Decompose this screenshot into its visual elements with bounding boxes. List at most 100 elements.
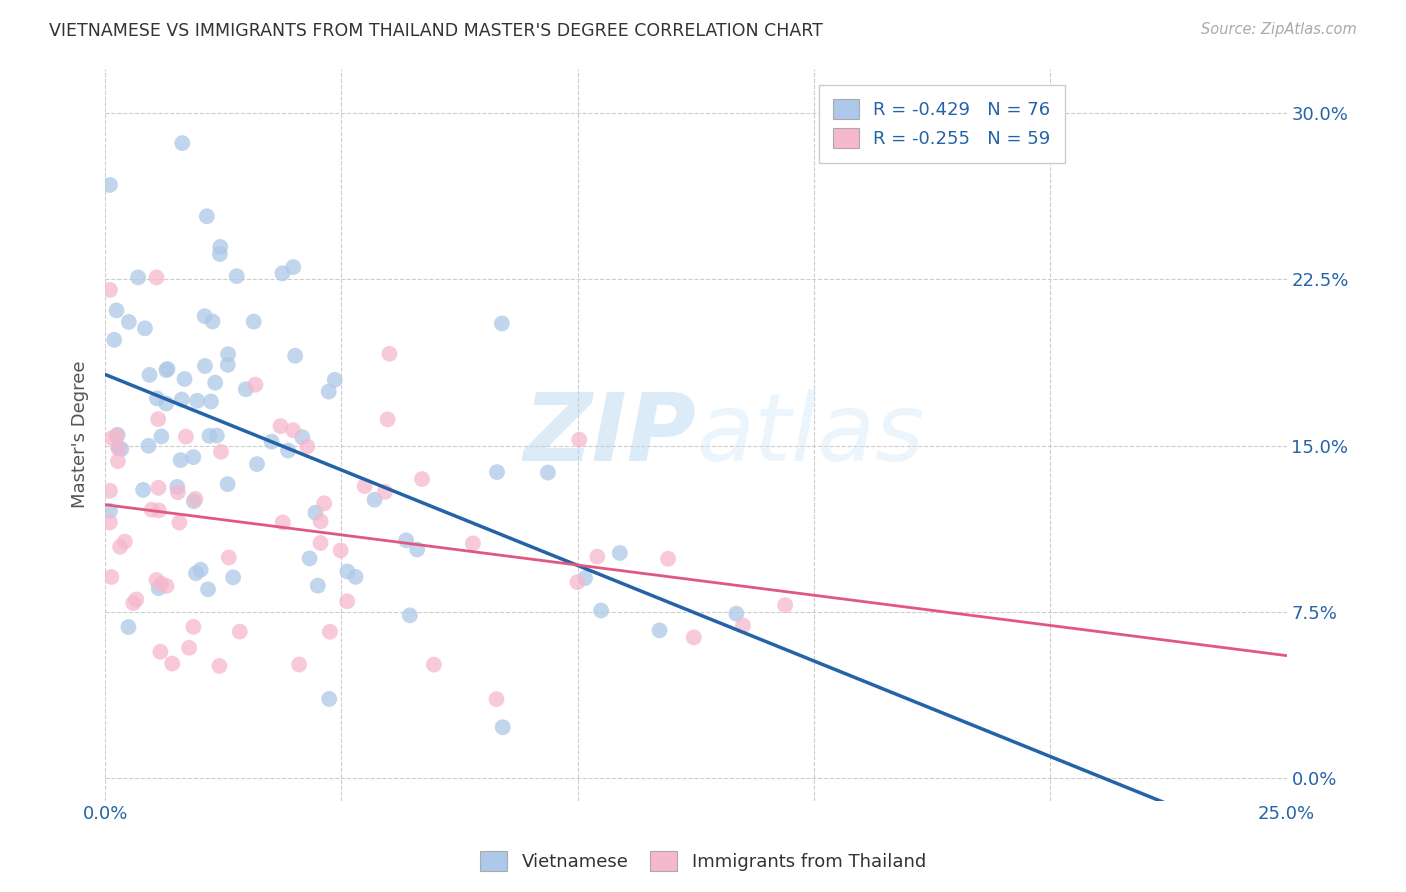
Point xyxy=(208,659,231,673)
Point xyxy=(209,444,232,458)
Point xyxy=(281,423,304,437)
Point xyxy=(284,349,307,363)
Point xyxy=(304,506,326,520)
Point xyxy=(225,269,247,284)
Point xyxy=(132,483,155,497)
Point xyxy=(270,419,292,434)
Point xyxy=(160,657,183,671)
Point xyxy=(491,317,513,331)
Point xyxy=(105,303,128,318)
Point xyxy=(150,577,173,591)
Point xyxy=(184,566,207,581)
Point xyxy=(395,533,418,548)
Point xyxy=(170,392,193,407)
Point xyxy=(169,516,191,530)
Text: VIETNAMESE VS IMMIGRANTS FROM THAILAND MASTER'S DEGREE CORRELATION CHART: VIETNAMESE VS IMMIGRANTS FROM THAILAND M… xyxy=(49,22,823,40)
Point xyxy=(586,549,609,564)
Point xyxy=(166,480,188,494)
Point xyxy=(648,624,671,638)
Point xyxy=(172,136,194,150)
Point xyxy=(197,582,219,597)
Point xyxy=(174,429,197,443)
Point xyxy=(145,573,167,587)
Point xyxy=(105,428,128,442)
Legend: R = -0.429   N = 76, R = -0.255   N = 59: R = -0.429 N = 76, R = -0.255 N = 59 xyxy=(820,85,1064,162)
Text: Source: ZipAtlas.com: Source: ZipAtlas.com xyxy=(1201,22,1357,37)
Point xyxy=(138,368,160,382)
Point xyxy=(567,575,589,590)
Point xyxy=(149,645,172,659)
Point xyxy=(378,347,401,361)
Point xyxy=(200,394,222,409)
Point xyxy=(222,570,245,584)
Point xyxy=(288,657,311,672)
Point xyxy=(398,608,420,623)
Point xyxy=(141,502,163,516)
Point xyxy=(246,457,269,471)
Point xyxy=(574,571,596,585)
Point xyxy=(122,596,145,610)
Point xyxy=(283,260,305,274)
Legend: Vietnamese, Immigrants from Thailand: Vietnamese, Immigrants from Thailand xyxy=(472,844,934,879)
Point xyxy=(201,314,224,328)
Point xyxy=(107,454,129,468)
Point xyxy=(309,536,332,550)
Point xyxy=(169,453,191,467)
Point xyxy=(177,640,200,655)
Point xyxy=(98,504,121,518)
Point xyxy=(319,624,342,639)
Point xyxy=(198,429,221,443)
Point xyxy=(682,631,704,645)
Point xyxy=(217,358,239,372)
Point xyxy=(194,359,217,373)
Point xyxy=(110,442,132,456)
Point xyxy=(134,321,156,335)
Point xyxy=(406,542,429,557)
Point xyxy=(336,565,359,579)
Point xyxy=(773,598,796,612)
Point xyxy=(260,434,283,449)
Point xyxy=(307,579,329,593)
Point xyxy=(194,309,217,323)
Point xyxy=(725,607,748,621)
Point xyxy=(485,692,508,706)
Text: atlas: atlas xyxy=(696,389,924,480)
Point xyxy=(148,412,170,426)
Point xyxy=(148,503,170,517)
Point xyxy=(118,315,141,329)
Point xyxy=(204,376,226,390)
Point xyxy=(209,240,232,254)
Point xyxy=(271,266,294,280)
Point xyxy=(98,178,121,192)
Point xyxy=(98,516,121,530)
Point xyxy=(173,372,195,386)
Point xyxy=(208,247,231,261)
Point xyxy=(190,563,212,577)
Point xyxy=(145,270,167,285)
Point xyxy=(377,412,399,426)
Point xyxy=(155,396,177,410)
Point xyxy=(146,392,169,406)
Point xyxy=(329,543,352,558)
Point xyxy=(186,393,208,408)
Point xyxy=(100,570,122,584)
Point xyxy=(184,491,207,506)
Point xyxy=(127,270,149,285)
Point xyxy=(107,441,129,455)
Point xyxy=(150,429,173,443)
Point xyxy=(107,428,129,442)
Point xyxy=(537,466,560,480)
Point xyxy=(344,570,367,584)
Point xyxy=(363,492,385,507)
Point xyxy=(657,551,679,566)
Point xyxy=(114,534,136,549)
Point xyxy=(591,603,613,617)
Point xyxy=(218,550,240,565)
Point xyxy=(98,483,121,498)
Point xyxy=(107,442,129,456)
Point xyxy=(217,477,239,491)
Point xyxy=(731,618,754,632)
Point xyxy=(125,592,148,607)
Point xyxy=(155,579,177,593)
Point xyxy=(156,362,179,376)
